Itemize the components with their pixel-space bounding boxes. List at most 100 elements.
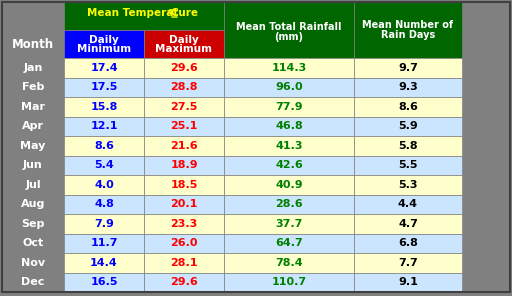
Text: 9.1: 9.1 bbox=[398, 277, 418, 287]
Text: Minimum: Minimum bbox=[77, 44, 131, 54]
Text: 42.6: 42.6 bbox=[275, 160, 303, 170]
Bar bbox=[144, 273, 224, 292]
Bar bbox=[64, 136, 144, 155]
Text: 29.6: 29.6 bbox=[170, 277, 198, 287]
Bar bbox=[64, 214, 144, 234]
Bar bbox=[2, 194, 64, 214]
Text: Daily: Daily bbox=[169, 35, 199, 45]
Bar bbox=[354, 273, 462, 292]
Text: Mean Total Rainfall: Mean Total Rainfall bbox=[236, 22, 342, 32]
Text: 11.7: 11.7 bbox=[90, 238, 118, 248]
Bar bbox=[64, 117, 144, 136]
Text: o: o bbox=[167, 7, 173, 15]
Bar bbox=[354, 58, 462, 78]
Bar bbox=[224, 194, 354, 214]
Bar bbox=[64, 30, 144, 58]
Text: 4.7: 4.7 bbox=[398, 219, 418, 229]
Text: 4.0: 4.0 bbox=[94, 180, 114, 190]
Bar bbox=[224, 253, 354, 273]
Text: May: May bbox=[20, 141, 46, 151]
Bar bbox=[64, 58, 144, 78]
Text: 29.6: 29.6 bbox=[170, 63, 198, 73]
Text: 5.8: 5.8 bbox=[398, 141, 418, 151]
Text: 28.8: 28.8 bbox=[170, 82, 198, 92]
Text: 78.4: 78.4 bbox=[275, 258, 303, 268]
Text: Rain Days: Rain Days bbox=[381, 30, 435, 40]
Text: 6.8: 6.8 bbox=[398, 238, 418, 248]
Bar bbox=[354, 194, 462, 214]
Text: 17.5: 17.5 bbox=[90, 82, 118, 92]
Text: 27.5: 27.5 bbox=[170, 102, 198, 112]
Bar bbox=[2, 78, 64, 97]
Bar bbox=[2, 175, 64, 194]
Text: Maximum: Maximum bbox=[156, 44, 212, 54]
Bar bbox=[354, 78, 462, 97]
Bar bbox=[64, 253, 144, 273]
Bar bbox=[354, 2, 462, 58]
Bar bbox=[64, 2, 224, 30]
Bar bbox=[2, 214, 64, 234]
Text: 5.9: 5.9 bbox=[398, 121, 418, 131]
Text: 18.5: 18.5 bbox=[170, 180, 198, 190]
Text: 7.7: 7.7 bbox=[398, 258, 418, 268]
Bar bbox=[144, 30, 224, 58]
Text: 5.3: 5.3 bbox=[398, 180, 418, 190]
Text: 14.4: 14.4 bbox=[90, 258, 118, 268]
Text: 15.8: 15.8 bbox=[90, 102, 118, 112]
Bar bbox=[2, 273, 64, 292]
Text: 46.8: 46.8 bbox=[275, 121, 303, 131]
Text: 96.0: 96.0 bbox=[275, 82, 303, 92]
Bar bbox=[224, 78, 354, 97]
Bar bbox=[224, 214, 354, 234]
Bar bbox=[64, 97, 144, 117]
Text: Nov: Nov bbox=[21, 258, 45, 268]
Text: 64.7: 64.7 bbox=[275, 238, 303, 248]
Bar bbox=[64, 273, 144, 292]
Text: Dec: Dec bbox=[22, 277, 45, 287]
Text: Jun: Jun bbox=[23, 160, 43, 170]
Text: Oct: Oct bbox=[23, 238, 44, 248]
Text: Daily: Daily bbox=[89, 35, 119, 45]
Text: 7.9: 7.9 bbox=[94, 219, 114, 229]
Text: 37.7: 37.7 bbox=[275, 219, 303, 229]
Text: 9.7: 9.7 bbox=[398, 63, 418, 73]
Bar bbox=[354, 175, 462, 194]
Text: 114.3: 114.3 bbox=[271, 63, 307, 73]
Text: 16.5: 16.5 bbox=[90, 277, 118, 287]
Bar bbox=[224, 117, 354, 136]
Bar bbox=[144, 175, 224, 194]
Bar bbox=[64, 78, 144, 97]
Bar bbox=[64, 175, 144, 194]
Bar bbox=[224, 234, 354, 253]
Text: 77.9: 77.9 bbox=[275, 102, 303, 112]
Bar bbox=[224, 175, 354, 194]
Bar bbox=[224, 2, 354, 58]
Bar bbox=[224, 58, 354, 78]
Bar bbox=[354, 136, 462, 155]
Text: C: C bbox=[170, 8, 178, 18]
Bar bbox=[144, 58, 224, 78]
Bar bbox=[144, 78, 224, 97]
Text: 8.6: 8.6 bbox=[398, 102, 418, 112]
Bar bbox=[354, 155, 462, 175]
Bar bbox=[64, 194, 144, 214]
Text: (mm): (mm) bbox=[274, 32, 304, 42]
Text: 26.0: 26.0 bbox=[170, 238, 198, 248]
Bar bbox=[144, 234, 224, 253]
Bar bbox=[144, 214, 224, 234]
Text: Mean Temperature: Mean Temperature bbox=[87, 8, 201, 18]
Bar bbox=[64, 234, 144, 253]
Text: 9.3: 9.3 bbox=[398, 82, 418, 92]
Text: 20.1: 20.1 bbox=[170, 199, 198, 209]
Bar bbox=[2, 136, 64, 155]
Bar bbox=[2, 117, 64, 136]
Text: Aug: Aug bbox=[21, 199, 45, 209]
Bar bbox=[224, 136, 354, 155]
Text: 12.1: 12.1 bbox=[90, 121, 118, 131]
Text: 4.4: 4.4 bbox=[398, 199, 418, 209]
Text: 28.6: 28.6 bbox=[275, 199, 303, 209]
Text: 5.5: 5.5 bbox=[398, 160, 418, 170]
Text: 8.6: 8.6 bbox=[94, 141, 114, 151]
Text: 25.1: 25.1 bbox=[170, 121, 198, 131]
Text: Apr: Apr bbox=[22, 121, 44, 131]
